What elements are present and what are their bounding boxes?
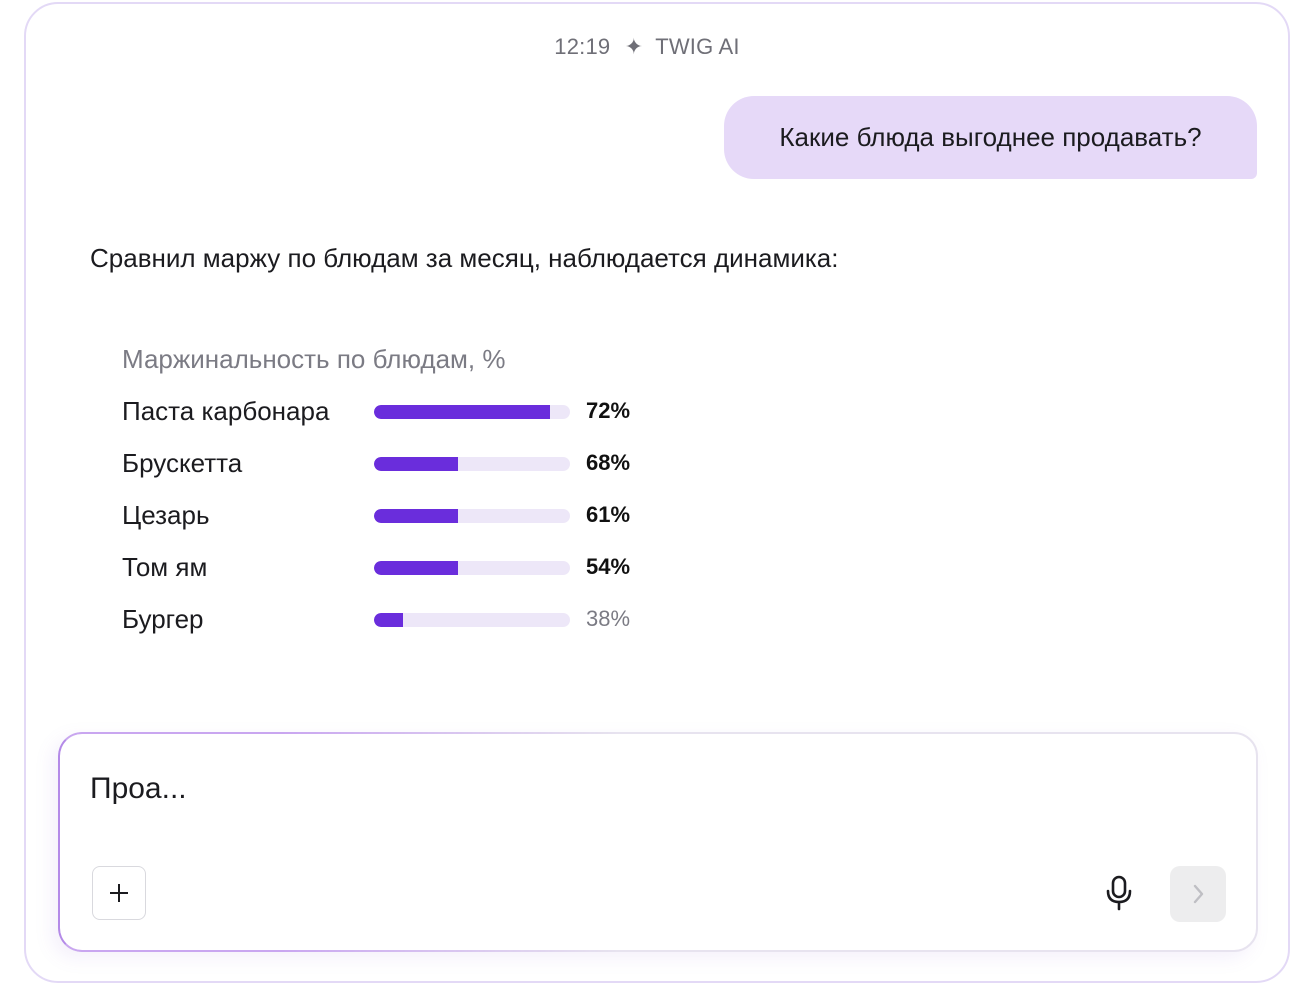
plus-icon: [110, 884, 128, 902]
message-meta: 12:19 ✦ TWIG AI: [0, 34, 1294, 60]
message-input[interactable]: [90, 772, 1190, 806]
chart-title: Маржинальность по блюдам, %: [122, 344, 506, 374]
chart-category-label: Брускетта: [122, 448, 243, 478]
chart-bar-track: [374, 405, 570, 419]
chart-bar: [374, 561, 458, 575]
chart-bar-track: [374, 509, 570, 523]
chart-category-label: Цезарь: [122, 500, 210, 530]
chart-bar: [374, 613, 403, 627]
chart-bar: [374, 457, 458, 471]
chart-value-label: 54%: [586, 554, 631, 579]
chart-row: Паста карбонара 72%: [122, 394, 662, 428]
chart-value-label: 38%: [586, 606, 631, 631]
add-attachment-button[interactable]: [92, 866, 146, 920]
chart-category-label: Том ям: [122, 552, 208, 582]
chart-bar: [374, 509, 458, 523]
chart-category-label: Бургер: [122, 604, 204, 634]
user-message-bubble: Какие блюда выгоднее продавать?: [724, 96, 1257, 179]
chevron-right-icon: [1193, 884, 1204, 904]
chart-bar-track: [374, 457, 570, 471]
send-button[interactable]: [1170, 866, 1226, 922]
chart-value-label: 61%: [586, 502, 631, 527]
chart-bar-track: [374, 613, 570, 627]
assistant-name: TWIG AI: [655, 34, 740, 59]
chart-bar: [374, 405, 550, 419]
chart-row: Том ям 54%: [122, 550, 662, 584]
sparkle-icon: ✦: [624, 34, 644, 59]
chart-category-label: Паста карбонара: [122, 396, 330, 426]
chart-row: Бургер 38%: [122, 602, 662, 636]
microphone-icon: [1106, 875, 1132, 911]
chart-value-label: 68%: [586, 450, 631, 475]
chart-row: Цезарь 61%: [122, 498, 662, 532]
microphone-button[interactable]: [1094, 868, 1144, 918]
user-message-text: Какие блюда выгоднее продавать?: [779, 122, 1202, 152]
message-composer: [58, 732, 1258, 952]
message-time: 12:19: [554, 34, 611, 59]
assistant-message-text: Сравнил маржу по блюдам за месяц, наблюд…: [90, 243, 839, 273]
chart-value-label: 72%: [586, 398, 631, 423]
chart-row: Брускетта 68%: [122, 446, 662, 480]
chart-bar-track: [374, 561, 570, 575]
